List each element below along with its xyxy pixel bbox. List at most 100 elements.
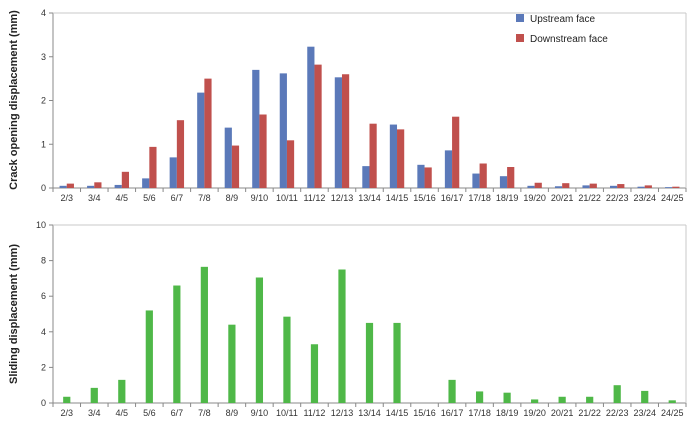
sliding-x-tick-label: 13/14 <box>358 408 381 418</box>
sliding-bar <box>255 277 264 403</box>
crack-opening-bar <box>527 185 535 188</box>
crack-opening-bar <box>417 164 425 188</box>
crack-opening-bar <box>334 77 342 188</box>
crack-opening-bar <box>252 69 260 188</box>
sliding-bar <box>448 379 456 403</box>
crack-opening-bar <box>204 78 212 188</box>
sliding-x-tick-label: 14/15 <box>386 408 409 418</box>
crack-opening-x-tick-label: 17/18 <box>468 193 491 203</box>
crack-opening-x-tick-label: 7/8 <box>198 193 211 203</box>
crack-opening-x-tick-label: 5/6 <box>143 193 156 203</box>
sliding-y-tick-label: 2 <box>41 362 46 372</box>
crack-opening-bar <box>224 127 232 188</box>
sliding-bar <box>173 285 181 403</box>
crack-opening-x-tick-label: 10/11 <box>276 193 298 203</box>
crack-opening-bar <box>589 183 597 188</box>
crack-opening-bar <box>444 150 453 188</box>
crack-opening-x-tick-label: 12/13 <box>331 193 354 203</box>
sliding-x-tick-label: 2/3 <box>61 408 74 418</box>
crack-opening-x-tick-label: 19/20 <box>523 193 546 203</box>
sliding-bar <box>200 266 208 403</box>
sliding-x-tick-label: 22/23 <box>606 408 629 418</box>
sliding-x-tick-label: 23/24 <box>633 408 656 418</box>
crack-opening-bar <box>644 185 652 188</box>
crack-opening-x-tick-label: 13/14 <box>358 193 381 203</box>
crack-opening-bar <box>314 64 322 188</box>
sliding-bar <box>90 387 98 403</box>
sliding-x-tick-label: 15/16 <box>413 408 436 418</box>
crack-opening-bar <box>369 123 377 188</box>
crack-opening-bar <box>176 120 185 188</box>
crack-opening-bar <box>259 114 267 188</box>
sliding-bar <box>558 396 566 403</box>
sliding-x-tick-label: 4/5 <box>116 408 129 418</box>
sliding-y-axis-label: Sliding displacement (mm) <box>8 244 20 384</box>
sliding-x-tick-label: 3/4 <box>88 408 101 418</box>
crack-opening-bar <box>665 187 673 188</box>
sliding-bar <box>145 310 153 403</box>
sliding-y-tick-label: 10 <box>36 220 46 230</box>
crack-opening-bar <box>307 46 315 188</box>
crack-opening-x-tick-label: 4/5 <box>116 193 129 203</box>
crack-opening-bar <box>534 182 542 188</box>
crack-opening-x-tick-label: 22/23 <box>606 193 629 203</box>
sliding-bar <box>531 399 539 403</box>
sliding-bar <box>63 396 71 403</box>
sliding-x-tick-label: 24/25 <box>661 408 684 418</box>
sliding-x-tick-label: 16/17 <box>441 408 464 418</box>
sliding-x-tick-label: 9/10 <box>251 408 269 418</box>
crack-opening-bar <box>609 185 618 188</box>
sliding-bar <box>338 269 346 403</box>
sliding-bar <box>393 322 401 403</box>
crack-opening-legend-swatch <box>516 14 524 22</box>
crack-opening-bar <box>197 92 205 188</box>
crack-opening-bar <box>341 74 350 188</box>
crack-opening-bar <box>472 173 480 188</box>
crack-opening-bar <box>169 157 177 188</box>
crack-opening-x-tick-label: 11/12 <box>304 193 326 203</box>
sliding-y-tick-label: 8 <box>41 256 46 266</box>
crack-opening-x-tick-label: 23/24 <box>633 193 656 203</box>
sliding-x-tick-label: 11/12 <box>304 408 326 418</box>
crack-opening-x-tick-label: 21/22 <box>578 193 601 203</box>
sliding-x-tick-label: 7/8 <box>198 408 211 418</box>
sliding-x-tick-label: 5/6 <box>143 408 156 418</box>
sliding-x-tick-label: 18/19 <box>496 408 519 418</box>
crack-opening-bar <box>582 185 590 188</box>
sliding-bar <box>310 344 319 403</box>
crack-opening-bar <box>397 129 405 188</box>
crack-opening-y-axis-label: Crack opening displacement (mm) <box>8 10 20 190</box>
sliding-x-tick-label: 8/9 <box>226 408 239 418</box>
crack-opening-bar <box>562 183 570 188</box>
sliding-y-tick-label: 4 <box>41 327 46 337</box>
crack-opening-y-tick-label: 3 <box>41 52 46 62</box>
sliding-x-tick-label: 17/18 <box>468 408 491 418</box>
sliding-bar <box>613 385 621 403</box>
crack-opening-x-tick-label: 20/21 <box>551 193 574 203</box>
sliding-x-tick-label: 6/7 <box>171 408 184 418</box>
crack-opening-bar <box>499 176 508 188</box>
crack-opening-x-tick-label: 15/16 <box>413 193 436 203</box>
crack-opening-bar <box>149 146 157 188</box>
crack-opening-bar <box>94 182 102 188</box>
crack-opening-y-tick-label: 1 <box>41 139 46 149</box>
crack-opening-chart: Crack opening displacement (mm) 0 1 2 3 4 2/3… <box>8 8 687 203</box>
crack-opening-x-tick-label: 8/9 <box>226 193 239 203</box>
sliding-x-tick-label: 12/13 <box>331 408 354 418</box>
crack-opening-x-tick-label: 6/7 <box>171 193 184 203</box>
crack-opening-x-tick-label: 3/4 <box>88 193 101 203</box>
crack-opening-y-tick-label: 0 <box>41 183 46 193</box>
crack-opening-legend-label: Upstream face <box>530 14 595 25</box>
sliding-y-tick-label: 0 <box>41 398 46 408</box>
crack-opening-bar <box>114 184 122 188</box>
crack-opening-bar <box>617 184 625 188</box>
crack-opening-bar <box>554 186 563 188</box>
crack-opening-bar <box>286 140 295 188</box>
crack-opening-legend-label: Downstream face <box>530 34 608 45</box>
sliding-x-tick-label: 19/20 <box>523 408 546 418</box>
sliding-bar <box>668 400 676 403</box>
crack-opening-bar <box>424 167 432 188</box>
sliding-bar <box>586 396 594 403</box>
